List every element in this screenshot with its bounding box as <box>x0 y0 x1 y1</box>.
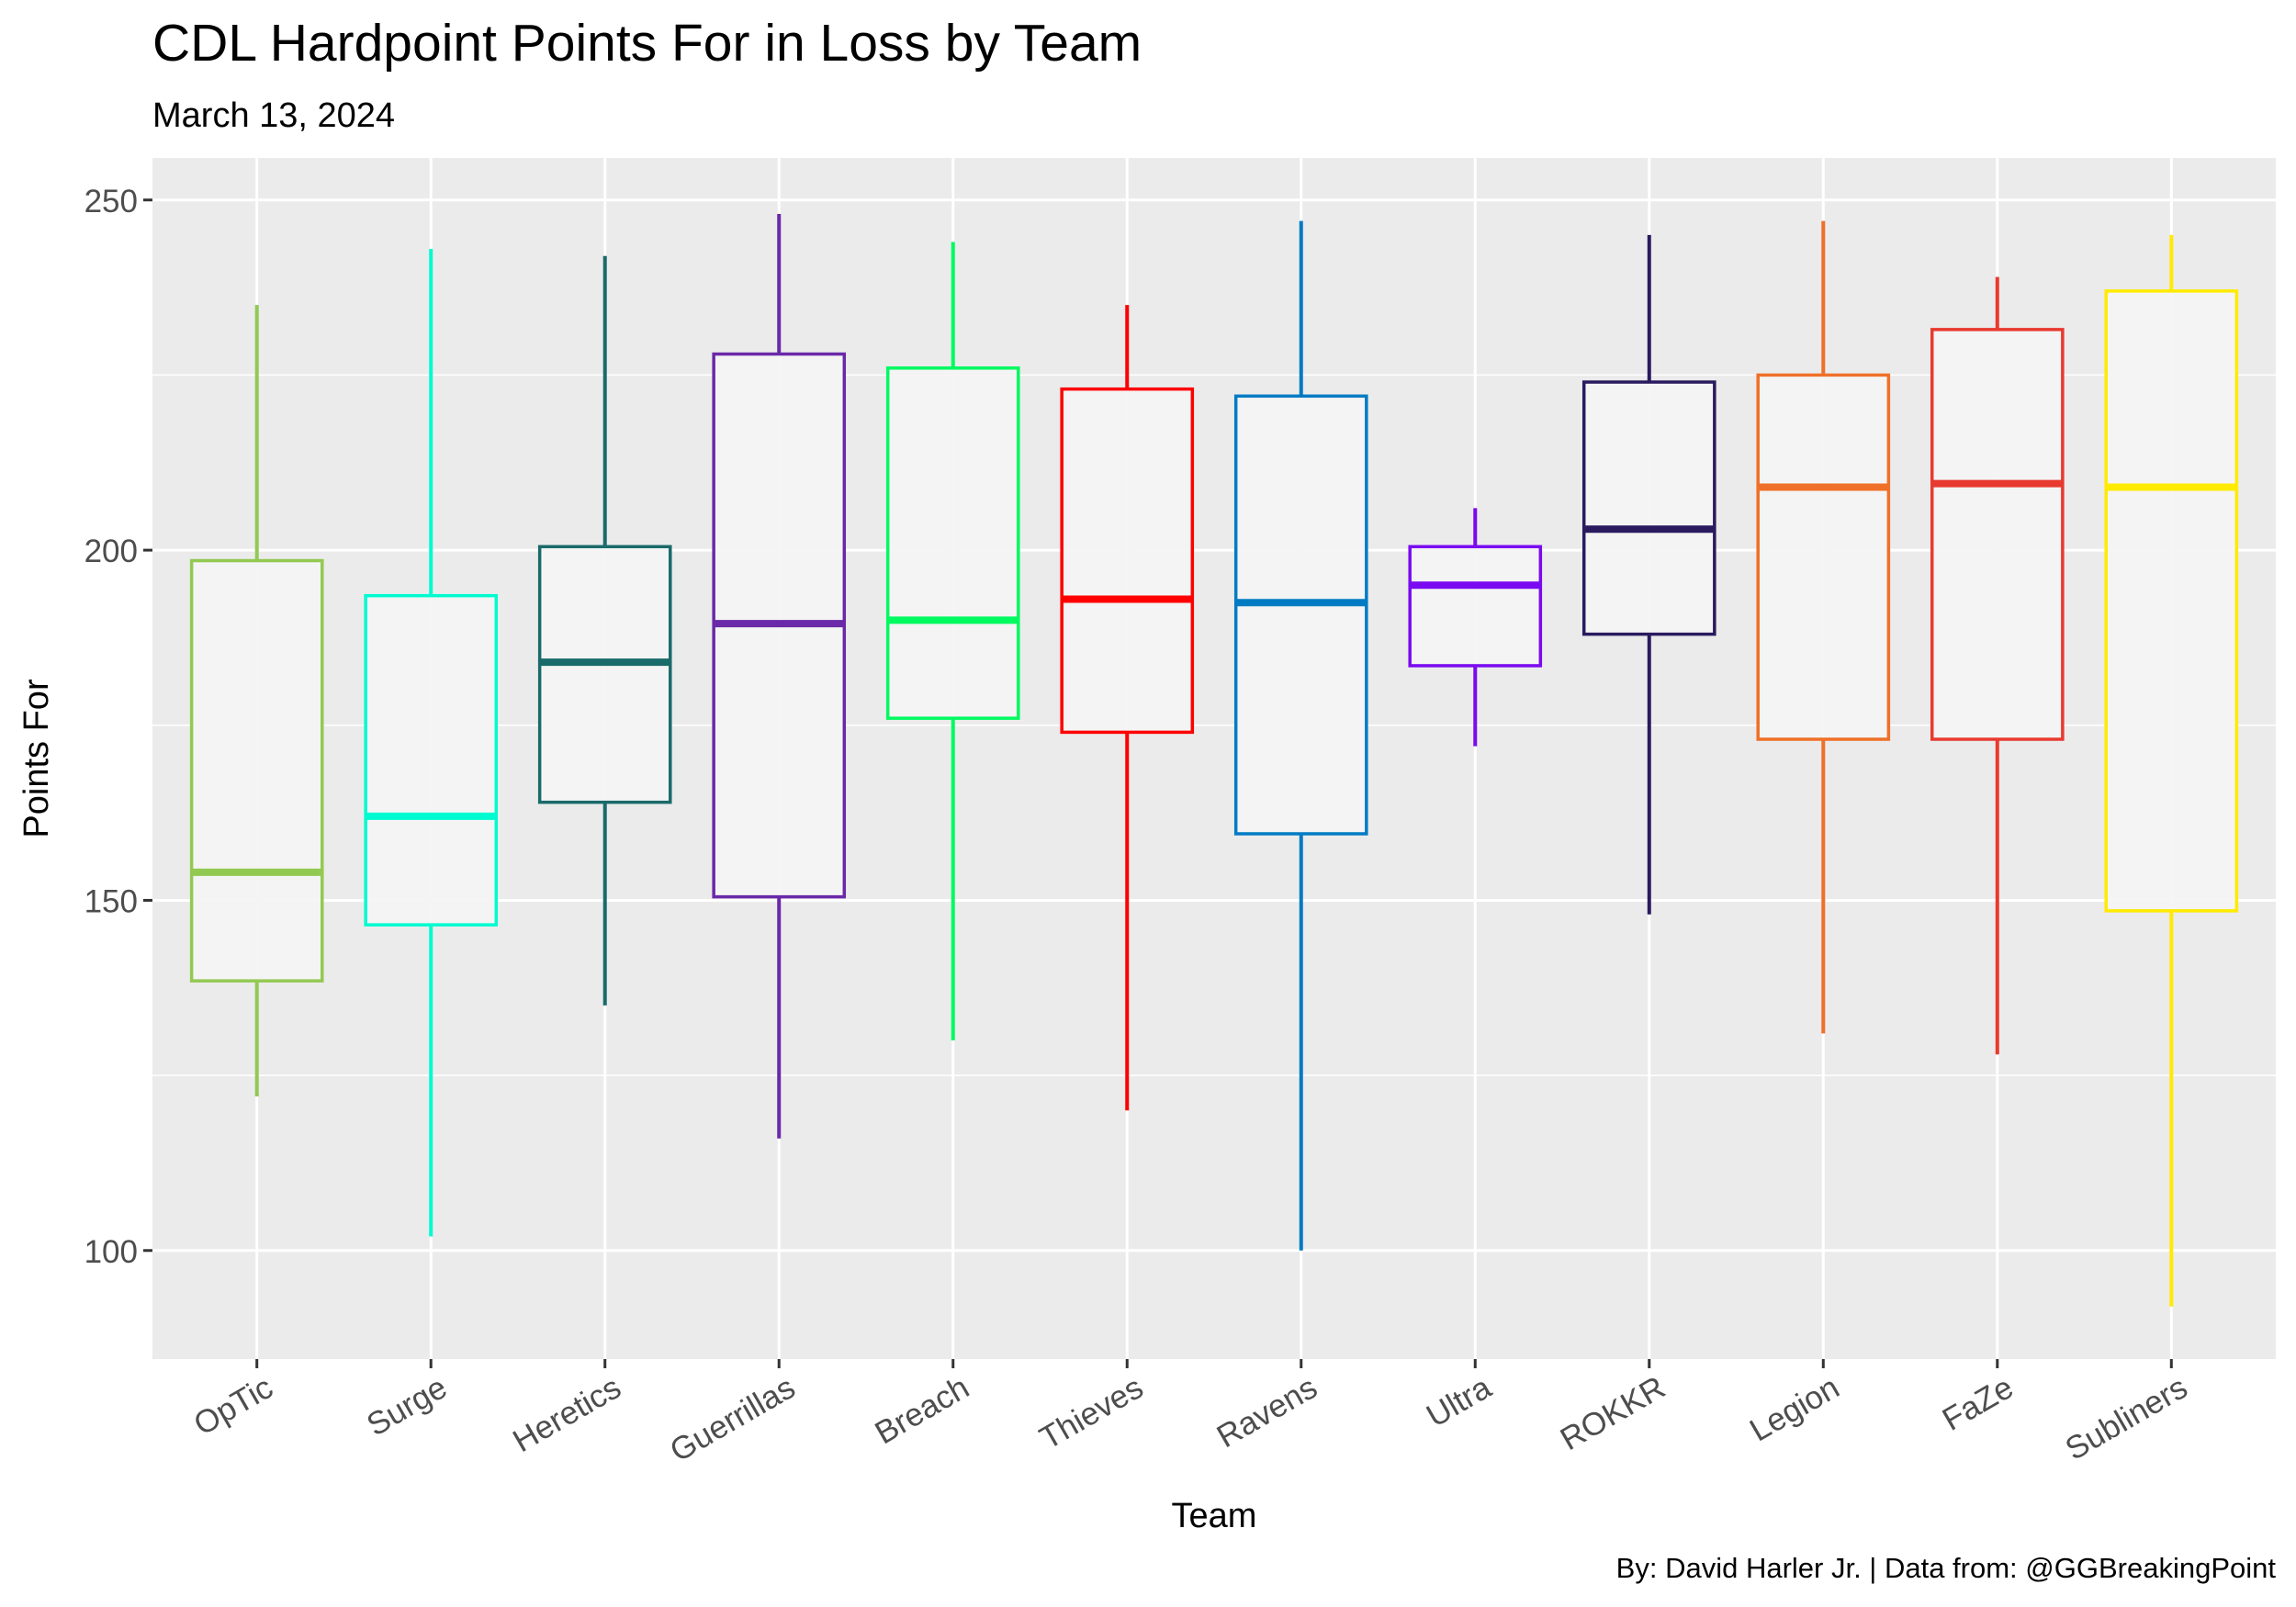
box-iqr <box>189 558 324 983</box>
box-iqr <box>537 545 672 804</box>
box-breach <box>885 242 1020 1040</box>
box-iqr <box>1408 545 1543 668</box>
x-tick-label: Breach <box>869 1369 975 1451</box>
x-tick-label: Heretics <box>507 1369 627 1459</box>
box-optic <box>189 305 324 1096</box>
box-iqr <box>1581 380 1716 636</box>
grid-minor <box>152 374 2276 1076</box>
x-tick-label: Ravens <box>1210 1369 1322 1455</box>
box-legion <box>1756 220 1891 1034</box>
y-tick-label: 250 <box>84 184 138 219</box>
box-ultra <box>1408 508 1543 747</box>
box-surge <box>364 249 499 1237</box>
box-iqr <box>1930 328 2065 741</box>
box-subliners <box>2104 234 2239 1307</box>
box-iqr <box>2104 289 2239 913</box>
x-tick-label: Ultra <box>1421 1369 1498 1434</box>
boxes <box>189 214 2239 1307</box>
box-faze <box>1930 276 2065 1055</box>
x-tick-label: Subliners <box>2059 1369 2193 1467</box>
x-axis: OpTic Surge Heretics Guerrillas Breach Thieve… <box>187 1359 2193 1469</box>
plot-panel <box>152 158 2276 1359</box>
box-iqr <box>885 366 1020 720</box>
box-thieves <box>1060 305 1195 1111</box>
x-tick-label: ROKKR <box>1554 1369 1671 1457</box>
x-tick-label: Surge <box>361 1369 453 1443</box>
chart-title: CDL Hardpoint Points For in Loss by Team <box>152 14 1142 73</box>
y-tick-label: 200 <box>84 534 138 569</box>
box-heretics <box>537 255 672 1006</box>
y-tick-label: 150 <box>84 883 138 919</box>
box-guerrillas <box>712 214 847 1139</box>
y-axis: 100 150 200 250 <box>84 184 152 1270</box>
x-tick-label: Legion <box>1744 1369 1846 1448</box>
chart-caption: By: David Harler Jr. | Data from: @GGBre… <box>1616 1552 2277 1584</box>
x-tick-label: OpTic <box>187 1369 278 1443</box>
box-ravens <box>1233 220 1368 1251</box>
box-iqr <box>1233 394 1368 836</box>
box-rokkr <box>1581 234 1716 915</box>
x-axis-title: Team <box>1172 1497 1257 1535</box>
box-iqr <box>1756 373 1891 741</box>
box-iqr <box>364 593 499 927</box>
y-tick-label: 100 <box>84 1234 138 1270</box>
y-axis-title: Points For <box>17 679 56 838</box>
x-tick-label: Guerrillas <box>664 1369 801 1469</box>
chart-subtitle: March 13, 2024 <box>152 96 395 135</box>
x-tick-label: FaZe <box>1937 1369 2020 1438</box>
box-iqr <box>1060 387 1195 735</box>
x-tick-label: Thieves <box>1034 1369 1150 1456</box>
